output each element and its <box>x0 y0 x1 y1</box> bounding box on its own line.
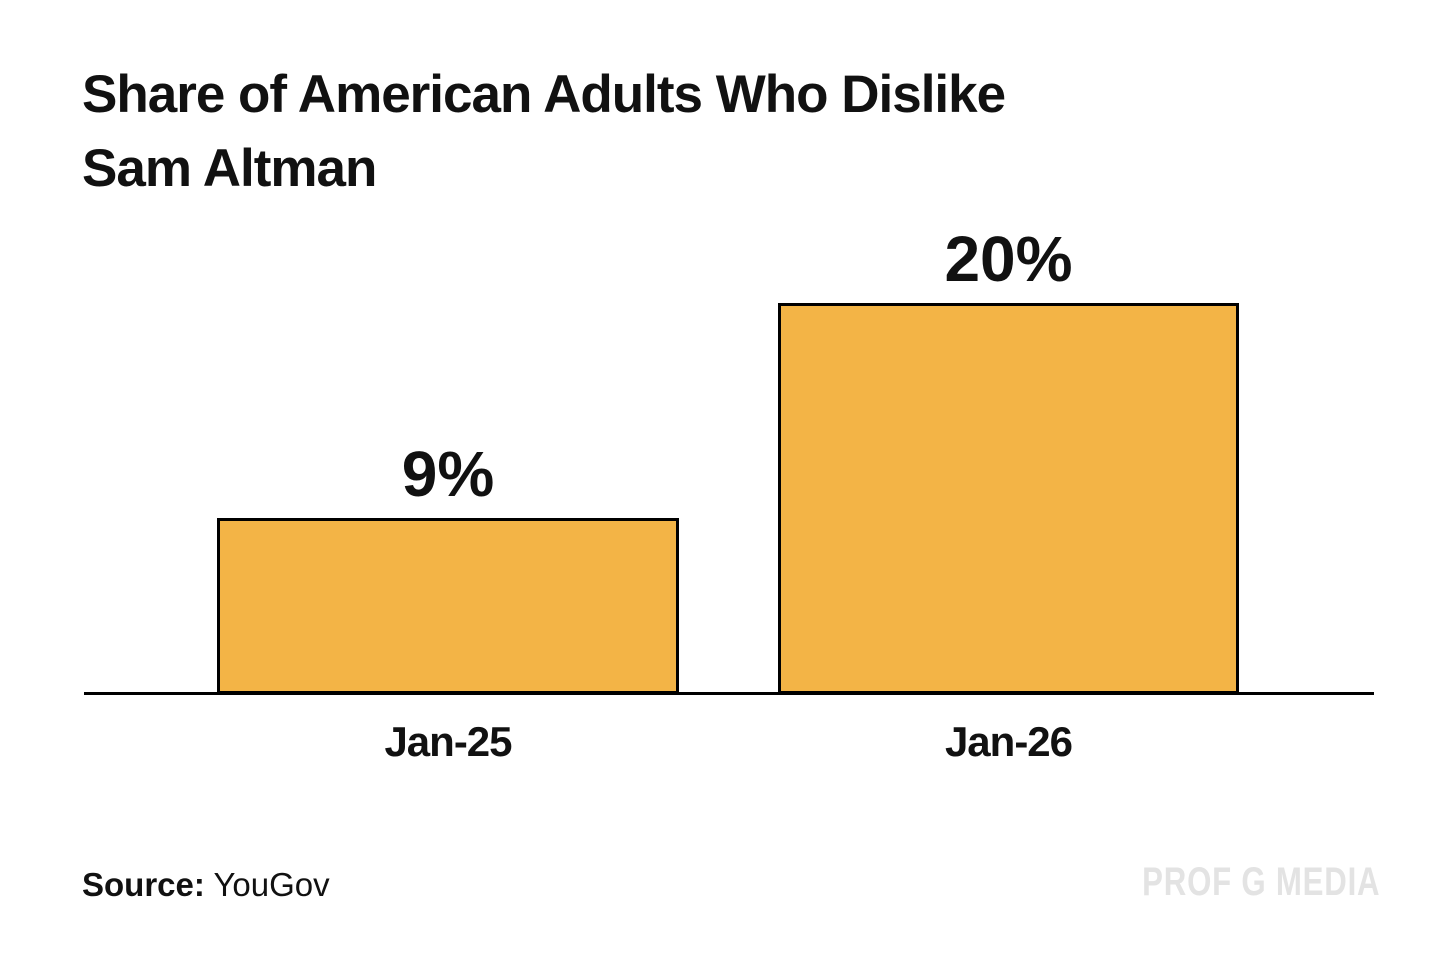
bar-value-label: 20% <box>944 223 1073 295</box>
x-tick-label: Jan-25 <box>384 718 512 765</box>
chart-title-line-2: Sam Altman <box>82 139 377 198</box>
source-value: YouGov <box>213 866 330 903</box>
source-line: Source: YouGov <box>82 866 330 904</box>
chart-title-line-1: Share of American Adults Who Dislike <box>82 65 1006 124</box>
bar-group: 9% Jan-25 <box>217 438 679 765</box>
bar-value-label: 9% <box>401 438 495 510</box>
bar <box>778 303 1239 694</box>
chart-title: Share of American Adults Who Dislike Sam… <box>82 58 1006 206</box>
source-label: Source: <box>82 866 205 903</box>
watermark: PROF G MEDIA <box>1141 860 1380 904</box>
x-axis-line <box>84 692 1374 695</box>
bar <box>217 518 679 694</box>
bar-group: 20% Jan-26 <box>778 223 1239 765</box>
x-tick-label: Jan-26 <box>944 718 1073 765</box>
